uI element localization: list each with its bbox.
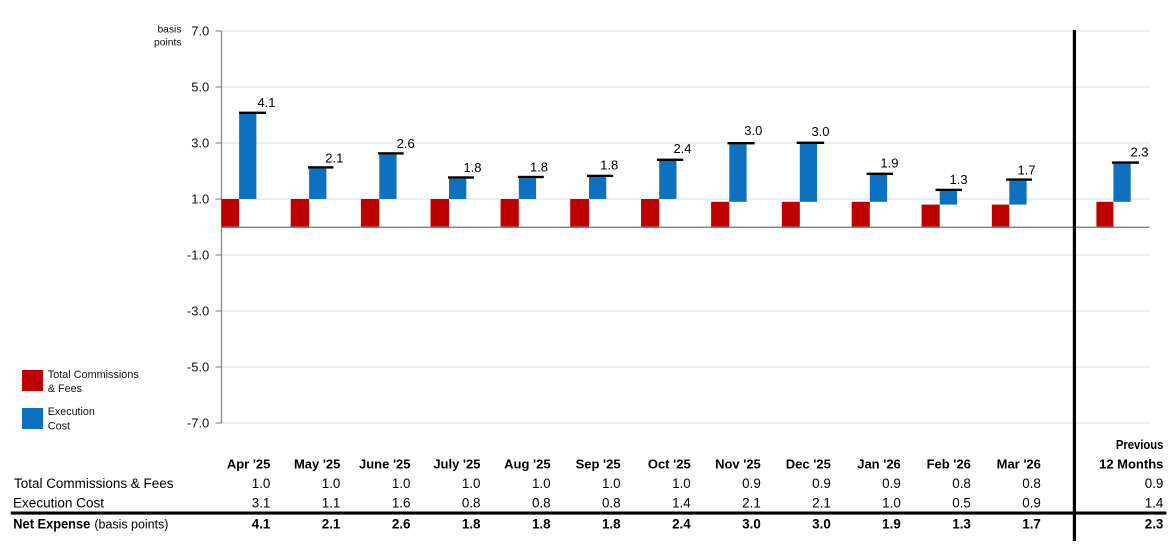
svg-text:1.1: 1.1	[322, 496, 341, 511]
svg-text:1.0: 1.0	[672, 476, 691, 491]
svg-text:Dec '25: Dec '25	[786, 456, 831, 471]
svg-text:0.9: 0.9	[812, 476, 831, 491]
svg-text:Cost: Cost	[48, 420, 70, 432]
svg-text:1.9: 1.9	[880, 156, 898, 171]
svg-text:1.3: 1.3	[952, 517, 971, 532]
svg-text:1.7: 1.7	[1018, 163, 1036, 178]
svg-text:1.8: 1.8	[600, 157, 618, 172]
svg-text:4.1: 4.1	[252, 517, 271, 532]
svg-text:July '25: July '25	[433, 456, 480, 471]
svg-text:points: points	[154, 38, 181, 49]
svg-text:4.1: 4.1	[257, 95, 275, 110]
svg-text:Feb '26: Feb '26	[927, 456, 971, 471]
svg-text:Total Commissions: Total Commissions	[48, 369, 140, 381]
svg-text:7.0: 7.0	[191, 24, 209, 39]
svg-text:1.0: 1.0	[532, 476, 551, 491]
svg-text:1.4: 1.4	[1145, 496, 1164, 511]
svg-text:2.1: 2.1	[325, 151, 343, 166]
svg-text:0.8: 0.8	[462, 496, 481, 511]
svg-text:0.8: 0.8	[602, 496, 621, 511]
svg-text:-7.0: -7.0	[187, 416, 209, 431]
svg-text:0.5: 0.5	[952, 496, 971, 511]
svg-text:1.6: 1.6	[392, 496, 411, 511]
svg-text:1.8: 1.8	[530, 159, 548, 174]
svg-text:Previous: Previous	[1116, 437, 1164, 452]
svg-text:1.0: 1.0	[191, 192, 209, 207]
svg-text:Execution: Execution	[48, 406, 95, 418]
svg-text:3.0: 3.0	[811, 124, 829, 139]
svg-text:2.3: 2.3	[1145, 517, 1164, 532]
svg-text:1.0: 1.0	[602, 476, 621, 491]
svg-text:2.1: 2.1	[812, 496, 831, 511]
svg-text:5.0: 5.0	[191, 80, 209, 95]
svg-text:& Fees: & Fees	[48, 383, 83, 395]
svg-text:3.1: 3.1	[252, 496, 271, 511]
svg-text:0.8: 0.8	[952, 476, 971, 491]
svg-text:0.9: 0.9	[742, 476, 761, 491]
svg-text:1.8: 1.8	[462, 517, 481, 532]
svg-text:Nov '25: Nov '25	[715, 456, 761, 471]
svg-text:0.9: 0.9	[882, 476, 901, 491]
svg-text:1.4: 1.4	[672, 496, 691, 511]
svg-text:May '25: May '25	[294, 456, 340, 471]
svg-text:1.8: 1.8	[602, 517, 621, 532]
svg-text:2.3: 2.3	[1130, 144, 1148, 159]
svg-text:0.8: 0.8	[532, 496, 551, 511]
svg-text:1.0: 1.0	[322, 476, 341, 491]
svg-text:Jan '26: Jan '26	[857, 456, 901, 471]
svg-text:(basis points): (basis points)	[94, 517, 168, 532]
svg-text:1.0: 1.0	[252, 476, 271, 491]
svg-text:-1.0: -1.0	[187, 248, 209, 263]
svg-text:2.6: 2.6	[397, 136, 415, 151]
svg-text:0.9: 0.9	[1145, 476, 1164, 491]
svg-text:12 Months: 12 Months	[1099, 456, 1163, 471]
svg-text:Aug '25: Aug '25	[504, 456, 550, 471]
svg-text:0.9: 0.9	[1022, 496, 1041, 511]
svg-text:2.1: 2.1	[742, 496, 761, 511]
svg-text:3.0: 3.0	[191, 136, 209, 151]
svg-text:1.8: 1.8	[532, 517, 551, 532]
svg-text:1.9: 1.9	[882, 517, 901, 532]
svg-text:2.4: 2.4	[672, 517, 691, 532]
svg-text:-5.0: -5.0	[187, 360, 209, 375]
svg-text:1.8: 1.8	[463, 160, 481, 175]
svg-text:3.0: 3.0	[812, 517, 831, 532]
svg-text:1.0: 1.0	[462, 476, 481, 491]
svg-text:Total Commissions & Fees: Total Commissions & Fees	[14, 476, 174, 491]
svg-text:-3.0: -3.0	[187, 304, 209, 319]
svg-text:Net Expense: Net Expense	[13, 517, 90, 532]
svg-text:Oct '25: Oct '25	[648, 456, 691, 471]
svg-text:Execution Cost: Execution Cost	[13, 496, 104, 511]
svg-text:2.4: 2.4	[673, 141, 691, 156]
svg-text:1.7: 1.7	[1022, 517, 1041, 532]
svg-text:1.3: 1.3	[950, 172, 968, 187]
svg-text:Apr '25: Apr '25	[227, 456, 271, 471]
svg-text:3.0: 3.0	[742, 517, 761, 532]
svg-text:2.6: 2.6	[392, 517, 411, 532]
svg-text:Mar '26: Mar '26	[997, 456, 1041, 471]
svg-text:0.8: 0.8	[1022, 476, 1041, 491]
svg-text:2.1: 2.1	[322, 517, 341, 532]
svg-text:1.0: 1.0	[882, 496, 901, 511]
svg-text:1.0: 1.0	[392, 476, 411, 491]
svg-text:basis: basis	[157, 24, 181, 35]
svg-text:3.0: 3.0	[744, 123, 762, 138]
svg-text:Sep '25: Sep '25	[576, 456, 621, 471]
svg-text:June '25: June '25	[359, 456, 411, 471]
